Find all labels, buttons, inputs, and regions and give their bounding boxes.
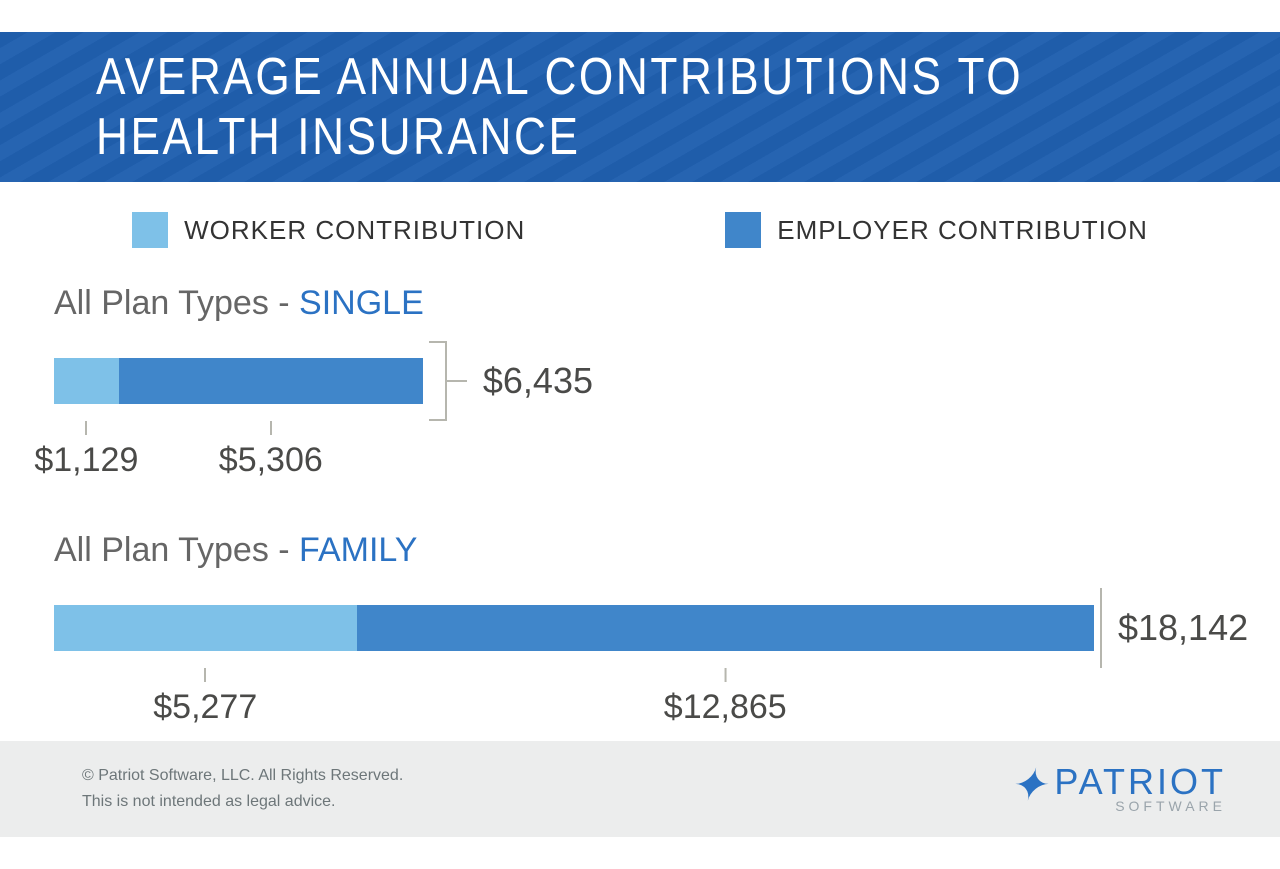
tick-line-icon (85, 421, 87, 435)
tick-label-employer-single: $5,306 (219, 441, 323, 480)
bar-segment-worker-single (54, 358, 119, 404)
plan-block-family: All Plan Types - FAMILY $18,142 $5,277 $… (54, 531, 1226, 748)
bar-row-family: $18,142 (54, 588, 1226, 668)
tick-label-worker-family: $5,277 (153, 688, 257, 727)
plan-title-family: All Plan Types - FAMILY (54, 531, 1226, 570)
bar-segment-employer-single (119, 358, 423, 404)
charts-container: All Plan Types - SINGLE $6,435 $1,129 $5… (0, 284, 1280, 748)
plan-title-emph: SINGLE (299, 284, 424, 322)
plan-title-prefix: All Plan Types - (54, 284, 299, 322)
tick-worker-family: $5,277 (153, 668, 257, 727)
total-value-single: $6,435 (483, 360, 593, 402)
stacked-bar-family (54, 605, 1094, 651)
tick-employer-single: $5,306 (219, 421, 323, 480)
plan-title-emph: FAMILY (299, 531, 417, 569)
logo-text: PATRIOT SOFTWARE (1054, 766, 1226, 813)
legend-item-employer: EMPLOYER CONTRIBUTION (725, 212, 1148, 248)
footer: © Patriot Software, LLC. All Rights Rese… (0, 741, 1280, 837)
header-banner: AVERAGE ANNUAL CONTRIBUTIONS TO HEALTH I… (0, 32, 1280, 182)
logo-sub: SOFTWARE (1054, 800, 1226, 813)
legend-item-worker: WORKER CONTRIBUTION (132, 212, 525, 248)
total-bracket-dash-single (447, 380, 467, 382)
plan-title-prefix: All Plan Types - (54, 531, 299, 569)
bar-row-single: $6,435 (54, 341, 1226, 421)
footer-copyright: © Patriot Software, LLC. All Rights Rese… (82, 763, 403, 789)
tick-line-icon (204, 668, 206, 682)
logo-main: PATRIOT (1054, 766, 1226, 798)
tick-employer-family: $12,865 (664, 668, 787, 727)
tick-line-icon (724, 668, 726, 682)
bar-wrap-family (54, 605, 1094, 651)
tick-label-employer-family: $12,865 (664, 688, 787, 727)
stacked-bar-single (54, 358, 423, 404)
tick-row-single: $1,129 $5,306 (54, 421, 1226, 501)
total-bracket-single (429, 341, 447, 421)
footer-copy: © Patriot Software, LLC. All Rights Rese… (82, 763, 403, 814)
chart-legend: WORKER CONTRIBUTION EMPLOYER CONTRIBUTIO… (0, 212, 1280, 248)
legend-label-employer: EMPLOYER CONTRIBUTION (777, 215, 1148, 246)
tick-line-icon (270, 421, 272, 435)
legend-swatch-worker (132, 212, 168, 248)
tick-label-worker-single: $1,129 (34, 441, 138, 480)
bar-segment-worker-family (54, 605, 357, 651)
tick-worker-single: $1,129 (34, 421, 138, 480)
patriot-logo: ✦ PATRIOT SOFTWARE (1009, 766, 1226, 813)
plan-title-single: All Plan Types - SINGLE (54, 284, 1226, 323)
star-icon: ✦ (1009, 764, 1046, 808)
plan-block-single: All Plan Types - SINGLE $6,435 $1,129 $5… (54, 284, 1226, 501)
tick-row-family: $5,277 $12,865 (54, 668, 1226, 748)
total-value-family: $18,142 (1118, 607, 1248, 649)
bar-wrap-single (54, 358, 423, 404)
page-title: AVERAGE ANNUAL CONTRIBUTIONS TO HEALTH I… (96, 47, 1184, 167)
legend-label-worker: WORKER CONTRIBUTION (184, 215, 525, 246)
footer-disclaimer: This is not intended as legal advice. (82, 789, 403, 815)
total-bracket-family (1100, 588, 1102, 668)
bar-segment-employer-family (357, 605, 1094, 651)
legend-swatch-employer (725, 212, 761, 248)
